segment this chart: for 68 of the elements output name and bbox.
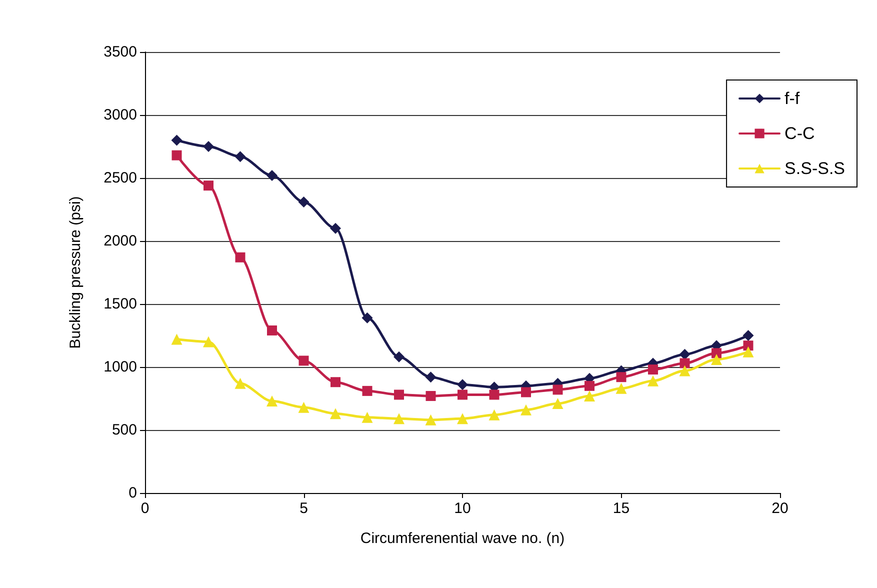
point: [616, 382, 627, 394]
point: [457, 413, 468, 424]
point: [425, 414, 436, 426]
y-tick-label: 1000: [104, 358, 137, 376]
y-tick-label: 0: [128, 484, 137, 502]
point: [235, 252, 246, 262]
point: [552, 398, 564, 410]
point: [394, 413, 404, 424]
point: [394, 390, 404, 400]
point: [298, 196, 310, 208]
legend-label: S.S-S.S: [784, 159, 846, 178]
point: [521, 387, 531, 398]
point: [203, 336, 214, 348]
point: [584, 390, 595, 402]
x-tick-label: 0: [140, 500, 150, 517]
point: [711, 354, 722, 365]
y-axis-title: Buckling pressure (psi): [67, 196, 84, 349]
point: [298, 356, 309, 366]
point: [362, 386, 372, 396]
y-tick-label: 2500: [104, 170, 137, 186]
point: [488, 409, 500, 420]
point: [648, 364, 658, 375]
point: [330, 408, 341, 420]
point: [520, 404, 532, 416]
legend-label: f-f: [784, 89, 800, 108]
point: [648, 375, 658, 386]
x-tick-label: 5: [300, 500, 308, 517]
point: [457, 379, 468, 390]
y-tick-label: 3000: [104, 106, 137, 124]
point: [266, 170, 278, 181]
point: [267, 325, 277, 336]
point: [362, 312, 373, 324]
point: [584, 380, 594, 391]
point: [458, 390, 468, 400]
x-tick-label: 10: [454, 500, 471, 517]
legend-label: C-C: [784, 124, 815, 143]
point: [234, 378, 246, 389]
point: [425, 372, 436, 383]
point: [203, 141, 214, 152]
y-tick-label: 1500: [104, 296, 137, 312]
point: [679, 348, 690, 360]
point: [743, 340, 754, 351]
y-tick-label: 2000: [104, 232, 137, 250]
point: [552, 384, 563, 395]
point: [330, 377, 340, 388]
y-tick-label: 500: [112, 422, 137, 438]
point: [330, 222, 341, 234]
point: [742, 330, 754, 341]
x-tick-label: 15: [612, 500, 630, 517]
x-axis-title: Circumferenential wave no. (n): [360, 530, 565, 547]
point: [266, 396, 278, 407]
point: [489, 390, 500, 400]
point: [298, 402, 310, 413]
point: [204, 180, 214, 191]
y-tick-label: 3500: [104, 44, 137, 60]
point: [679, 365, 690, 376]
point: [742, 346, 754, 358]
point: [171, 134, 182, 146]
point: [171, 334, 182, 345]
point: [172, 150, 182, 160]
point: [362, 412, 373, 423]
point: [712, 348, 722, 358]
point: [394, 351, 404, 362]
point: [234, 151, 246, 162]
point: [680, 358, 690, 368]
point: [426, 390, 436, 401]
point: [616, 372, 626, 382]
x-tick-label: 20: [772, 500, 788, 517]
